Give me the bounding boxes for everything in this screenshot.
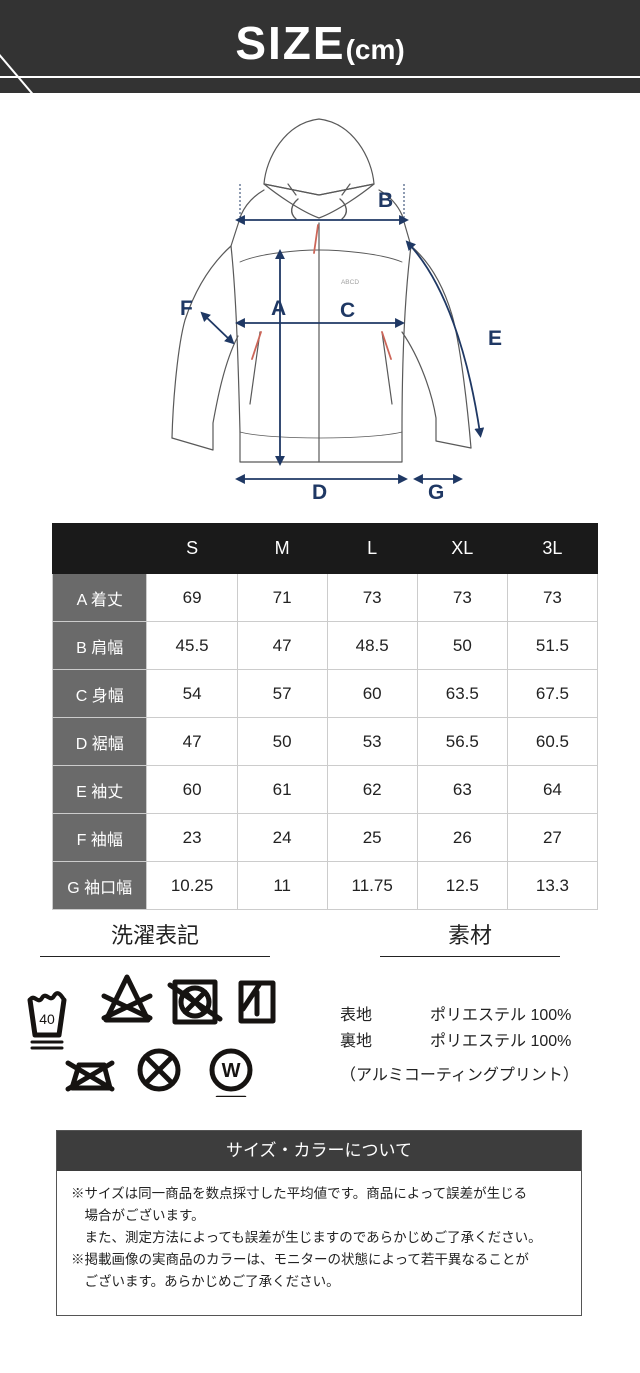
svg-text:40: 40 bbox=[39, 1011, 55, 1027]
svg-text:A: A bbox=[271, 297, 286, 320]
svg-text:ABCD: ABCD bbox=[341, 279, 359, 286]
svg-text:W: W bbox=[222, 1060, 241, 1082]
svg-text:C: C bbox=[340, 299, 355, 322]
svg-text:B: B bbox=[378, 189, 393, 212]
svg-text:F: F bbox=[180, 297, 193, 320]
svg-text:G: G bbox=[428, 481, 444, 504]
svg-text:E: E bbox=[488, 327, 502, 350]
svg-text:D: D bbox=[312, 481, 327, 504]
